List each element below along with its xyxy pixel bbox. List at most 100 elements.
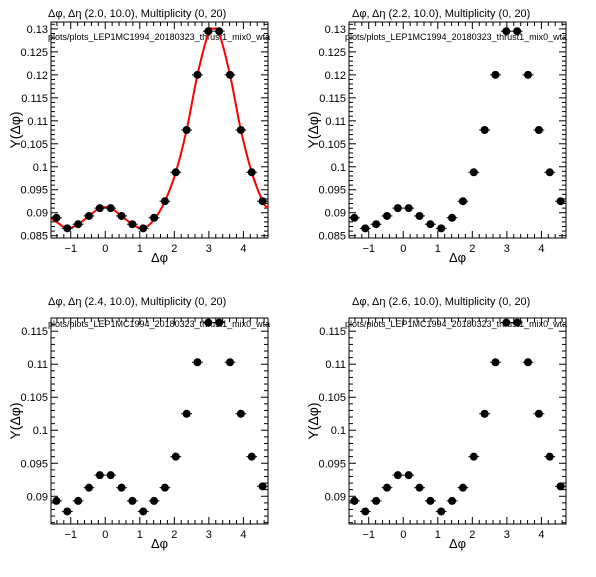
data-point — [95, 471, 104, 480]
x-tick-label: −1 — [64, 243, 77, 255]
data-point — [426, 496, 435, 505]
data-point — [350, 496, 359, 505]
data-point — [84, 211, 93, 220]
data-point — [545, 168, 554, 177]
data-point — [204, 318, 213, 327]
data-point — [84, 483, 93, 492]
x-tick-label: 2 — [171, 529, 177, 541]
data-point — [139, 224, 148, 233]
chart-subtitle: plots/plots_LEP1MC1994_20180323_thrust1_… — [345, 319, 567, 329]
y-tick-label: 0.115 — [21, 326, 48, 338]
y-tick-label: 0.1 — [331, 162, 346, 174]
data-point — [74, 496, 83, 505]
data-point — [160, 197, 169, 206]
data-point — [182, 126, 191, 134]
y-axis-label: Y(Δφ) — [7, 402, 23, 439]
data-point — [171, 452, 180, 461]
data-point — [513, 27, 522, 36]
x-tick-label: −1 — [362, 529, 375, 541]
chart-title: Δφ, Δη (2.2, 10.0), Multiplicity (0, 20) — [352, 8, 530, 20]
data-point — [258, 482, 267, 491]
data-point — [404, 204, 413, 213]
x-axis-label: Δφ — [449, 250, 466, 265]
data-point — [524, 70, 533, 79]
x-axis-label: Δφ — [151, 536, 168, 551]
y-tick-label: 0.125 — [20, 47, 48, 59]
data-point — [556, 197, 565, 206]
data-point — [63, 224, 72, 233]
x-tick-label: 2 — [171, 243, 177, 255]
data-point — [182, 409, 191, 418]
data-point — [502, 27, 511, 36]
y-tick-label: 0.115 — [319, 93, 346, 105]
chart-panel-1: Δφ, Δη (2.0, 10.0), Multiplicity (0, 20)… — [7, 8, 270, 265]
x-tick-label: 2 — [469, 529, 475, 541]
y-tick-label: 0.095 — [318, 458, 346, 470]
y-tick-label: 0.13 — [325, 24, 346, 36]
y-tick-label: 0.11 — [325, 116, 346, 128]
data-point — [524, 358, 533, 367]
y-tick-label: 0.105 — [20, 139, 48, 151]
y-tick-label: 0.085 — [20, 231, 48, 243]
data-point — [215, 318, 224, 327]
data-point — [160, 483, 169, 492]
y-tick-label: 0.09 — [325, 208, 346, 220]
data-point — [106, 204, 115, 213]
y-tick-label: 0.115 — [319, 326, 346, 338]
data-point — [106, 471, 115, 480]
x-tick-label: 3 — [206, 243, 212, 255]
x-tick-label: 3 — [504, 243, 510, 255]
data-point — [226, 358, 235, 367]
x-tick-label: 0 — [102, 529, 108, 541]
y-tick-label: 0.11 — [27, 116, 48, 128]
data-point — [139, 507, 148, 516]
data-point — [382, 211, 391, 220]
data-point — [437, 507, 446, 516]
data-point — [534, 126, 543, 134]
y-tick-label: 0.12 — [325, 70, 346, 82]
data-point — [415, 483, 424, 492]
x-tick-label: 3 — [504, 529, 510, 541]
data-point — [247, 168, 256, 177]
data-point — [236, 409, 245, 418]
y-tick-label: 0.125 — [318, 47, 346, 59]
data-point — [128, 220, 137, 229]
data-point — [404, 471, 413, 480]
data-point — [236, 126, 245, 134]
data-point — [469, 452, 478, 461]
data-point — [491, 358, 500, 367]
y-tick-label: 0.105 — [20, 392, 48, 404]
data-point — [372, 496, 381, 505]
y-tick-label: 0.12 — [27, 70, 48, 82]
data-point — [502, 318, 511, 327]
chart-title: Δφ, Δη (2.0, 10.0), Multiplicity (0, 20) — [48, 8, 226, 20]
data-point — [258, 197, 267, 206]
data-point — [171, 168, 180, 177]
data-point — [117, 211, 126, 220]
data-point — [469, 168, 478, 177]
y-tick-label: 0.1 — [33, 162, 48, 174]
x-tick-label: 1 — [137, 243, 143, 255]
chart-title: Δφ, Δη (2.6, 10.0), Multiplicity (0, 20) — [352, 296, 530, 308]
data-point — [193, 358, 202, 367]
data-point — [545, 452, 554, 461]
data-point — [52, 496, 61, 505]
y-tick-label: 0.13 — [27, 24, 48, 36]
x-tick-label: 0 — [102, 243, 108, 255]
data-point — [150, 496, 159, 505]
y-axis-label: Y(Δφ) — [305, 402, 321, 439]
y-tick-label: 0.105 — [318, 139, 346, 151]
x-tick-label: 3 — [206, 529, 212, 541]
plot-frame — [50, 317, 269, 525]
y-tick-label: 0.11 — [325, 359, 346, 371]
chart-panel-3: Δφ, Δη (2.4, 10.0), Multiplicity (0, 20)… — [7, 296, 270, 551]
data-point — [52, 213, 61, 222]
data-point — [458, 197, 467, 206]
x-tick-label: 4 — [538, 529, 544, 541]
x-tick-label: 0 — [400, 529, 406, 541]
data-point — [534, 409, 543, 418]
x-tick-label: 0 — [400, 243, 406, 255]
chart-subtitle: plots/plots_LEP1MC1994_20180323_thrust1_… — [345, 32, 567, 42]
